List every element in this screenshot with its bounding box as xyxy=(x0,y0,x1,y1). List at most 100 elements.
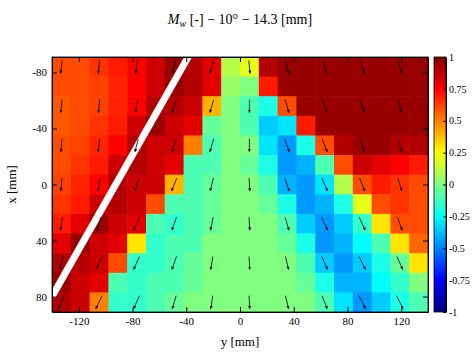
heatmap-cell xyxy=(259,155,278,175)
heatmap-cell xyxy=(240,175,259,195)
heatmap-cell xyxy=(165,175,184,195)
heatmap-cell xyxy=(221,77,240,97)
heatmap-cell xyxy=(353,292,372,312)
heatmap-cell xyxy=(296,292,315,312)
vector-arrow xyxy=(249,178,251,191)
vector-arrow xyxy=(285,178,290,191)
heatmap-cell xyxy=(165,135,184,155)
chart-title: Mw [-] − 10° − 14.3 [mm] xyxy=(167,12,312,29)
vector-arrow xyxy=(134,178,139,191)
tick xyxy=(423,128,428,129)
tick-mark xyxy=(443,153,446,154)
vector-arrow xyxy=(61,100,62,113)
heatmap-cell xyxy=(278,175,297,195)
vector-arrow xyxy=(285,100,289,113)
heatmap-cell xyxy=(409,77,428,97)
tick: 40 xyxy=(36,235,57,247)
heatmap-cell xyxy=(259,234,278,254)
heatmap-cell xyxy=(184,175,203,195)
tick-mark xyxy=(423,72,428,73)
heatmap-cell xyxy=(259,194,278,214)
heatmap-cell xyxy=(259,175,278,195)
heatmap-cell xyxy=(372,273,391,293)
tick-mark xyxy=(443,185,446,186)
heatmap-cell xyxy=(372,96,391,116)
heatmap-cell xyxy=(90,135,109,155)
tick-mark xyxy=(133,57,134,62)
heatmap-cell xyxy=(146,234,165,254)
vector-arrow xyxy=(359,217,365,230)
tick xyxy=(423,297,428,298)
tick-mark xyxy=(443,57,446,58)
heatmap-cell xyxy=(240,135,259,155)
heatmap-cell xyxy=(146,135,165,155)
tick xyxy=(423,241,428,242)
heatmap-cell xyxy=(296,273,315,293)
heatmap-cell xyxy=(334,116,353,136)
heatmap-cell xyxy=(221,135,240,155)
vector-arrow xyxy=(98,60,99,73)
colorbar xyxy=(434,57,446,312)
heatmap-cell xyxy=(184,194,203,214)
tick xyxy=(79,57,80,62)
heatmap-cell xyxy=(90,273,109,293)
heatmap-cell xyxy=(165,253,184,273)
tick-label: -0.25 xyxy=(449,211,470,222)
heatmap-cell xyxy=(278,116,297,136)
heatmap-cell xyxy=(390,175,409,195)
heatmap-cell xyxy=(221,194,240,214)
heatmap-cell xyxy=(315,273,334,293)
vector-arrow xyxy=(360,178,365,191)
heatmap-cell xyxy=(372,116,391,136)
vector-arrow xyxy=(249,100,250,113)
heatmap-cell xyxy=(240,155,259,175)
heatmap-cell xyxy=(165,155,184,175)
vector-arrow xyxy=(359,296,366,309)
tick-label: -40 xyxy=(179,315,194,327)
heatmap-cell xyxy=(71,135,90,155)
heatmap-cell xyxy=(278,155,297,175)
tick: 80 xyxy=(342,307,354,327)
heatmap-cell xyxy=(259,214,278,234)
heatmap-cell xyxy=(315,96,334,116)
tick: -80 xyxy=(32,66,57,78)
heatmap-cell xyxy=(278,234,297,254)
heatmap-cell xyxy=(409,175,428,195)
tick xyxy=(347,57,348,62)
heatmap-cell xyxy=(108,77,127,97)
heatmap-cell xyxy=(184,234,203,254)
heatmap-cell xyxy=(278,273,297,293)
vector-arrow xyxy=(61,60,62,73)
heatmap-cell xyxy=(108,234,127,254)
heatmap-cell xyxy=(90,253,109,273)
heatmap-cell xyxy=(90,292,109,312)
heatmap-cell xyxy=(240,96,259,116)
heatmap-cell xyxy=(296,57,315,77)
heatmap-cell xyxy=(90,155,109,175)
vector-arrow xyxy=(96,256,102,269)
heatmap-cell xyxy=(334,273,353,293)
vector-arrow xyxy=(210,178,213,191)
heatmap-cell xyxy=(240,116,259,136)
heatmap-cell xyxy=(184,273,203,293)
tick-mark xyxy=(401,57,402,62)
tick: 0 xyxy=(42,179,58,191)
heatmap-cell xyxy=(315,175,334,195)
heatmap-cell xyxy=(334,194,353,214)
heatmap-cell xyxy=(127,273,146,293)
tick-mark xyxy=(240,57,241,62)
heatmap-cell xyxy=(202,234,221,254)
tick-label: 0.75 xyxy=(449,84,467,95)
heatmap-cell xyxy=(409,292,428,312)
vector-arrow xyxy=(135,139,138,152)
tick: -0.25 xyxy=(443,211,470,222)
vector-arrow xyxy=(172,100,176,113)
heatmap-cell xyxy=(127,253,146,273)
heatmap-cell xyxy=(71,194,90,214)
heatmap-cell xyxy=(52,77,71,97)
tick-mark xyxy=(443,89,446,90)
heatmap-cell xyxy=(146,292,165,312)
heatmap-cell xyxy=(165,292,184,312)
heatmap-cell xyxy=(202,155,221,175)
heatmap-cell xyxy=(127,77,146,97)
